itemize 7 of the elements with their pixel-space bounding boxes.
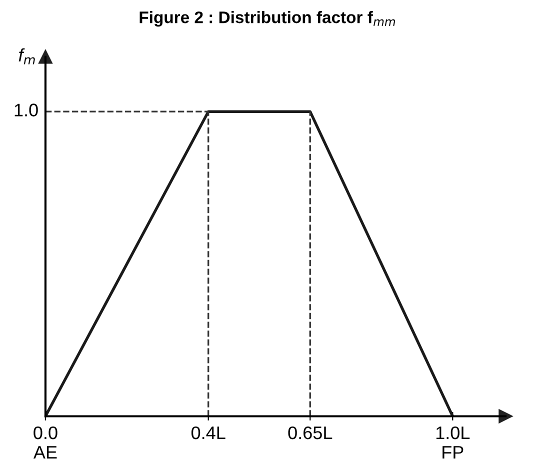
x-tick-label: 0.4L [191, 426, 226, 440]
x-tick-label: 0.65L [288, 426, 332, 440]
ref-line-label: 1.0 [14, 104, 38, 116]
chart-title: Figure 2 : Distribution factor f$_{mm}$ [140, 11, 396, 27]
y-axis-title: f$_{m}$ [18, 48, 35, 64]
x-tick-label: 1.0L FP [436, 426, 470, 458]
x-tick-label: 0.0 AE [33, 426, 58, 458]
